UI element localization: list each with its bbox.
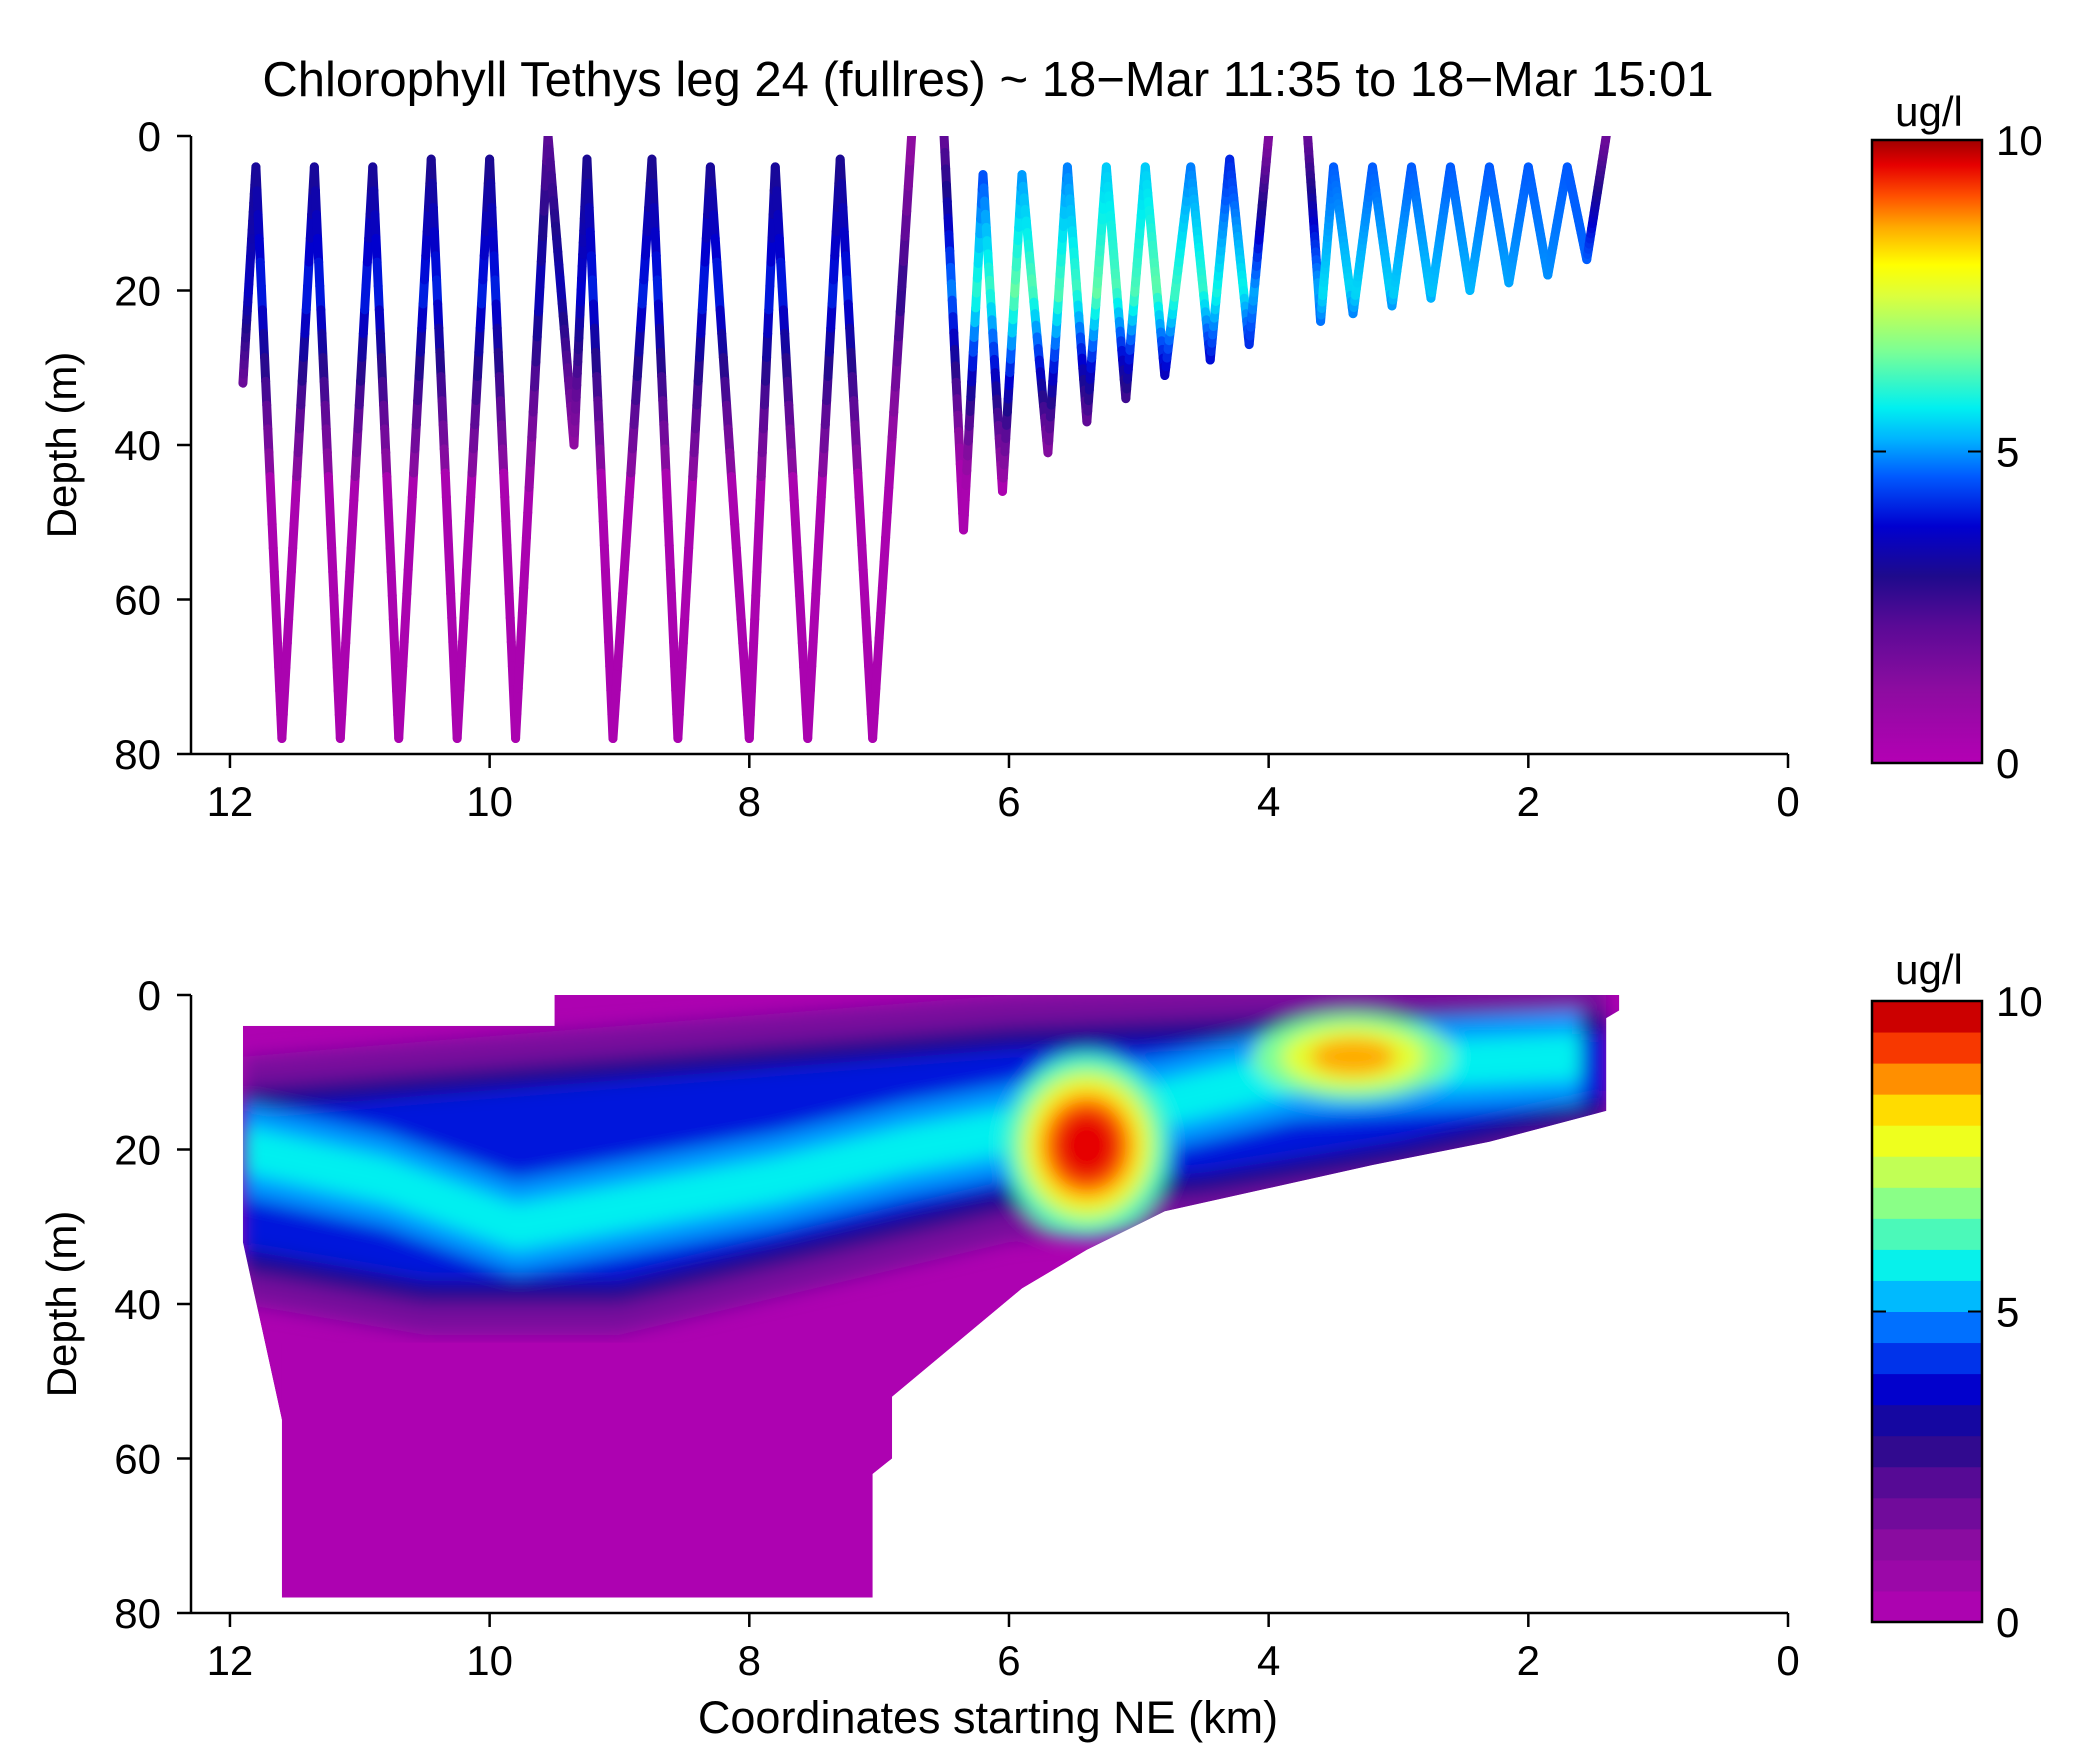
bottom-x-tick-label: 12	[207, 1637, 254, 1684]
top-x-tick-label: 4	[1257, 778, 1280, 825]
top-colorbar-ramp	[1872, 140, 1982, 763]
colorbar-level	[1872, 1436, 1982, 1468]
top-y-axis-label: Depth (m)	[38, 352, 85, 539]
bottom-x-tick-label: 4	[1257, 1637, 1280, 1684]
secondary-contour	[1310, 1038, 1396, 1075]
bottom-x-tick-label: 8	[738, 1637, 761, 1684]
colorbar-level	[1872, 1187, 1982, 1219]
top-colorbar-tick-label: 0	[1996, 740, 2019, 787]
colorbar-level	[1872, 1094, 1982, 1126]
bottom-x-tick-label: 0	[1776, 1637, 1799, 1684]
track-mark	[1605, 136, 1606, 141]
top-x-tick-label: 10	[466, 778, 513, 825]
track-mark	[910, 136, 912, 161]
bottom-y-tick-label: 0	[138, 972, 161, 1019]
top-y-tick-label: 80	[114, 731, 161, 778]
colorbar-level	[1872, 1529, 1982, 1561]
colorbar-level	[1872, 1156, 1982, 1188]
top-x-tick-label: 0	[1776, 778, 1799, 825]
top-x-tick-label: 2	[1517, 778, 1540, 825]
colorbar-level	[1872, 1343, 1982, 1375]
colorbar-level	[1872, 1280, 1982, 1312]
track-segment	[944, 136, 1269, 530]
bottom-colorbar-tick-label: 5	[1996, 1289, 2019, 1336]
colorbar-level	[1872, 1591, 1982, 1623]
colorbar-level	[1872, 1125, 1982, 1157]
bottom-colorbar-tick-label: 10	[1996, 978, 2043, 1025]
colorbar-level	[1872, 1560, 1982, 1592]
bottom-plot-area	[243, 980, 1619, 1598]
colorbar-level	[1872, 1063, 1982, 1095]
bottom-colorbar: ug/l 0 5 10	[1872, 946, 2043, 1646]
bottom-x-tick-label: 2	[1517, 1637, 1540, 1684]
top-x-tick-label: 6	[997, 778, 1020, 825]
figure-canvas: Chlorophyll Tethys leg 24 (fullres) ~ 18…	[0, 0, 2091, 1749]
bottom-x-tick-label: 6	[997, 1637, 1020, 1684]
colorbar-level	[1872, 1405, 1982, 1437]
bottom-colorbar-unit: ug/l	[1895, 946, 1963, 993]
bottom-x-tick-label: 10	[466, 1637, 513, 1684]
bottom-x-axis-label: Coordinates starting NE (km)	[698, 1692, 1278, 1743]
track-segment	[1308, 136, 1607, 321]
top-x-tick-label: 12	[207, 778, 254, 825]
colorbar-level	[1872, 1218, 1982, 1250]
bottom-y-axis-label: Depth (m)	[38, 1211, 85, 1398]
top-y-tick-label: 40	[114, 422, 161, 469]
top-y-tick-label: 60	[114, 577, 161, 624]
colorbar-level	[1872, 1001, 1982, 1033]
top-chart-title: Chlorophyll Tethys leg 24 (fullres) ~ 18…	[262, 53, 1713, 107]
top-colorbar-tick-label: 10	[1996, 117, 2043, 164]
top-y-tick-label: 0	[138, 113, 161, 160]
colorbar-level	[1872, 1374, 1982, 1406]
bottom-y-tick-label: 40	[114, 1281, 161, 1328]
colorbar-level	[1872, 1249, 1982, 1281]
top-plot-area	[243, 136, 1606, 739]
top-y-tick-label: 20	[114, 268, 161, 315]
deep-layer	[282, 1343, 873, 1598]
maximum-contour	[1056, 1111, 1118, 1181]
bottom-colorbar-tick-label: 0	[1996, 1599, 2019, 1646]
track-mark	[1268, 136, 1269, 145]
figure: Chlorophyll Tethys leg 24 (fullres) ~ 18…	[0, 0, 2091, 1749]
colorbar-level	[1872, 1467, 1982, 1499]
colorbar-level	[1872, 1498, 1982, 1530]
bottom-y-tick-label: 60	[114, 1436, 161, 1483]
top-colorbar: ug/l 0 5 10	[1872, 88, 2043, 787]
bottom-y-tick-label: 80	[114, 1590, 161, 1637]
top-x-tick-label: 8	[738, 778, 761, 825]
top-colorbar-unit: ug/l	[1895, 88, 1963, 135]
colorbar-level	[1872, 1032, 1982, 1064]
top-colorbar-tick-label: 5	[1996, 429, 2019, 476]
bottom-y-tick-label: 20	[114, 1127, 161, 1174]
track-segment	[243, 136, 912, 739]
bottom-colorbar-levels	[1872, 1001, 1982, 1623]
colorbar-level	[1872, 1312, 1982, 1344]
contour-field	[243, 980, 1619, 1598]
